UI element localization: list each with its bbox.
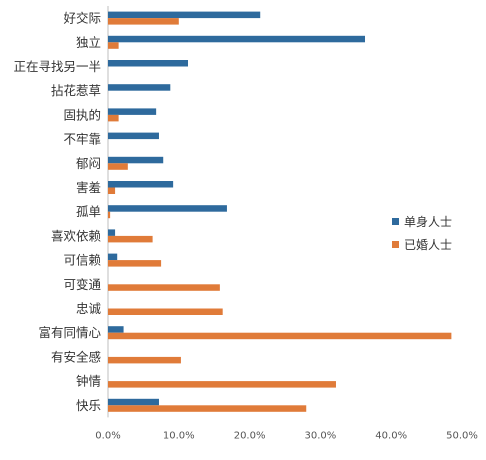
- x-tick-label: 40.0%: [375, 430, 407, 441]
- bar-married: [108, 163, 128, 170]
- bar-married: [108, 42, 119, 49]
- category-label: 可信赖: [63, 253, 101, 268]
- x-tick-label: 10.0%: [163, 430, 195, 441]
- bar-single: [108, 11, 261, 19]
- legend-label: 已婚人士: [404, 238, 452, 252]
- legend-swatch: [392, 241, 399, 248]
- bar-single: [108, 326, 124, 333]
- category-label: 忠诚: [76, 301, 102, 316]
- bar-single: [108, 398, 159, 406]
- bar-single: [108, 60, 189, 67]
- category-label: 害羞: [76, 180, 101, 195]
- bar-single: [108, 35, 366, 43]
- bar-married: [108, 332, 452, 340]
- bar-single: [108, 181, 174, 188]
- category-label: 富有同情心: [38, 325, 101, 340]
- category-label: 有安全感: [51, 349, 101, 364]
- legend-label: 单身人士: [404, 214, 452, 229]
- bar-single: [108, 108, 157, 115]
- bar-married: [108, 284, 220, 291]
- category-label: 不牢靠: [63, 132, 101, 147]
- category-label: 拈花惹草: [51, 83, 101, 98]
- x-tick-label: 20.0%: [234, 430, 266, 441]
- bar-single: [108, 229, 116, 236]
- bar-married: [108, 356, 181, 364]
- x-tick-label: 50.0%: [446, 430, 478, 441]
- category-label: 可变通: [63, 277, 101, 292]
- category-label: 快乐: [76, 398, 101, 413]
- bar-married: [108, 18, 179, 25]
- category-label: 好交际: [63, 11, 101, 26]
- bar-single: [108, 132, 159, 140]
- category-label: 孤单: [76, 204, 101, 219]
- category-label: 郁闷: [76, 156, 101, 171]
- category-label: 独立: [76, 35, 101, 50]
- bar-married: [108, 260, 162, 267]
- bar-married: [108, 308, 223, 315]
- bar-married: [108, 114, 119, 122]
- bar-single: [108, 253, 118, 261]
- bar-single: [108, 156, 164, 164]
- category-label: 喜欢依赖: [51, 228, 102, 243]
- bar-single: [108, 205, 227, 212]
- x-tick-label: 0.0%: [95, 430, 120, 441]
- bar-married: [108, 211, 111, 219]
- bar-married: [108, 235, 153, 243]
- bar-married: [108, 381, 336, 388]
- category-label: 正在寻找另一半: [13, 59, 101, 74]
- category-label: 固执的: [63, 107, 101, 122]
- legend-swatch: [392, 218, 399, 225]
- x-tick-label: 30.0%: [305, 430, 337, 441]
- bar-single: [108, 84, 171, 91]
- bar-married: [108, 187, 116, 194]
- category-label: 钟情: [76, 374, 101, 389]
- bar-married: [108, 405, 307, 412]
